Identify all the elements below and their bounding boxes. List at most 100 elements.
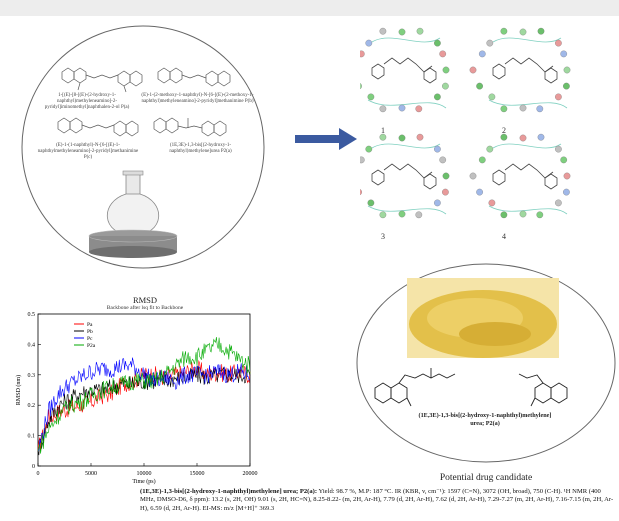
residue-dot xyxy=(476,82,483,90)
docking-pose-3 xyxy=(360,133,450,219)
residue-dot xyxy=(555,199,562,207)
residue-dot xyxy=(486,39,494,47)
residue-dot xyxy=(398,28,406,36)
residue-dot xyxy=(560,50,568,58)
legend-label-pc: Pc xyxy=(87,336,93,342)
residue-dot xyxy=(486,145,494,153)
structure-2-icon xyxy=(157,67,231,87)
residue-dot xyxy=(442,82,449,90)
residue-dot xyxy=(555,145,562,153)
residue-dot xyxy=(478,50,486,58)
description-compound-name: (1E,3E)-1,3-bis[(2-hydroxy-1-naphthyl)me… xyxy=(140,488,318,495)
docking-label-2: 2 xyxy=(502,126,506,135)
structure-4-icon xyxy=(153,117,227,137)
y-tick-label: 0.2 xyxy=(28,403,36,409)
residue-dot xyxy=(416,133,424,141)
x-axis-label: Time (ps) xyxy=(132,478,155,485)
residue-dot xyxy=(519,104,527,112)
residue-dot xyxy=(360,189,362,196)
docking-label-3: 3 xyxy=(381,232,385,241)
series-line-pb xyxy=(37,365,251,456)
residue-dot xyxy=(442,172,450,180)
residue-dot xyxy=(434,199,441,207)
residue-dot xyxy=(442,188,449,196)
legend-label-p2a: P2a xyxy=(87,343,96,349)
residue-dot xyxy=(398,104,406,112)
rmsd-chart: 0 5000 10000 15000 20000 0 0.1 0.2 0.3 0.4 0.5 Time… xyxy=(15,312,258,485)
residue-dot xyxy=(439,156,447,164)
residue-dot xyxy=(563,188,570,196)
y-tick-label: 0.5 xyxy=(28,312,36,318)
residue-dot xyxy=(439,50,447,58)
docking-pose-2 xyxy=(469,27,571,113)
residue-dot xyxy=(555,93,562,101)
residue-dot xyxy=(416,27,424,35)
residue-dot xyxy=(379,105,387,113)
y-tick-label: 0.1 xyxy=(28,434,36,440)
residue-dot xyxy=(379,133,387,141)
residue-dot xyxy=(536,105,544,113)
residue-dot xyxy=(500,105,508,113)
docking-panel xyxy=(360,27,571,219)
flask-icon xyxy=(88,170,178,258)
compound-description: (1E,3E)-1,3-bis[(2-hydroxy-1-naphthyl)me… xyxy=(140,488,614,513)
residue-dot xyxy=(360,83,362,90)
rmsd-title: RMSD xyxy=(132,295,158,305)
y-tick-label: 0 xyxy=(32,464,35,470)
residue-dot xyxy=(365,145,373,153)
structure-1-icon xyxy=(61,67,143,93)
residue-dot xyxy=(560,156,568,164)
residue-dot xyxy=(488,199,496,207)
residue-dot xyxy=(398,134,406,142)
powder-photo-icon xyxy=(407,278,559,358)
docking-pose-4 xyxy=(469,133,571,219)
flask-panel-circle xyxy=(21,25,265,269)
candidate-panel xyxy=(356,263,616,463)
flask-panel xyxy=(21,25,265,269)
caption-compound-4: (1E,3E)-1,3-bis[(2-hydroxy-1-naphthyl)me… xyxy=(169,143,232,154)
residue-dot xyxy=(379,211,387,219)
residue-dot xyxy=(563,172,571,180)
residue-dot xyxy=(360,50,365,58)
residue-dot xyxy=(367,199,375,207)
legend-label-pa: Pa xyxy=(87,322,93,328)
residue-dot xyxy=(563,66,571,74)
arrow-right-icon xyxy=(295,128,357,150)
rmsd-subtitle: Backbone after lsq fit to Backbone xyxy=(106,305,184,311)
candidate-compound-name: (1E,3E)-1,3-bis[(2-hydroxy-1-naphthyl)me… xyxy=(418,412,552,427)
residue-dot xyxy=(500,27,508,35)
docking-pose-1 xyxy=(360,27,450,113)
description-body: Yield: 98.7 %, M.P: 187 °C. IR (KBR, v, … xyxy=(140,488,614,512)
residue-dot xyxy=(379,27,387,35)
y-axis-label: RMSD (nm) xyxy=(15,375,22,405)
residue-dot xyxy=(434,93,441,101)
residue-dot xyxy=(563,82,570,90)
residue-dot xyxy=(415,211,423,219)
residue-dot xyxy=(519,134,527,142)
legend-label-pb: Pb xyxy=(87,329,93,335)
x-tick-label: 5000 xyxy=(85,471,97,477)
y-tick-label: 0.3 xyxy=(28,373,36,379)
structure-p2a-icon xyxy=(374,368,568,407)
residue-dot xyxy=(536,211,544,219)
residue-dot xyxy=(398,210,406,218)
series-line-pc xyxy=(37,357,251,452)
y-tick-label: 0.4 xyxy=(28,342,36,348)
series-line-p2a xyxy=(37,337,251,454)
x-tick-label: 0 xyxy=(37,471,40,477)
residue-dot xyxy=(537,27,545,35)
residue-dot xyxy=(537,133,545,141)
residue-dot xyxy=(469,66,477,74)
caption-compound-1: 1-[(E)-[8-[(E)-(2-hydroxy-1-naphthyl)met… xyxy=(44,93,130,110)
residue-dot xyxy=(442,66,450,74)
caption-compound-2: (E)-1-(2-methoxy-1-naphthyl)-N-[6-[(E)-(… xyxy=(141,93,254,104)
residue-dot xyxy=(478,156,486,164)
residue-dot xyxy=(469,172,477,180)
caption-compound-3: (E)-1-(1-naphthyl)-N-[6-[(E)-1-naphthylm… xyxy=(37,143,139,160)
x-tick-label: 20000 xyxy=(243,471,258,477)
docking-label-4: 4 xyxy=(502,232,506,241)
residue-dot xyxy=(488,93,496,101)
residue-dot xyxy=(555,39,562,47)
residue-dot xyxy=(434,39,441,47)
residue-dot xyxy=(367,93,375,101)
